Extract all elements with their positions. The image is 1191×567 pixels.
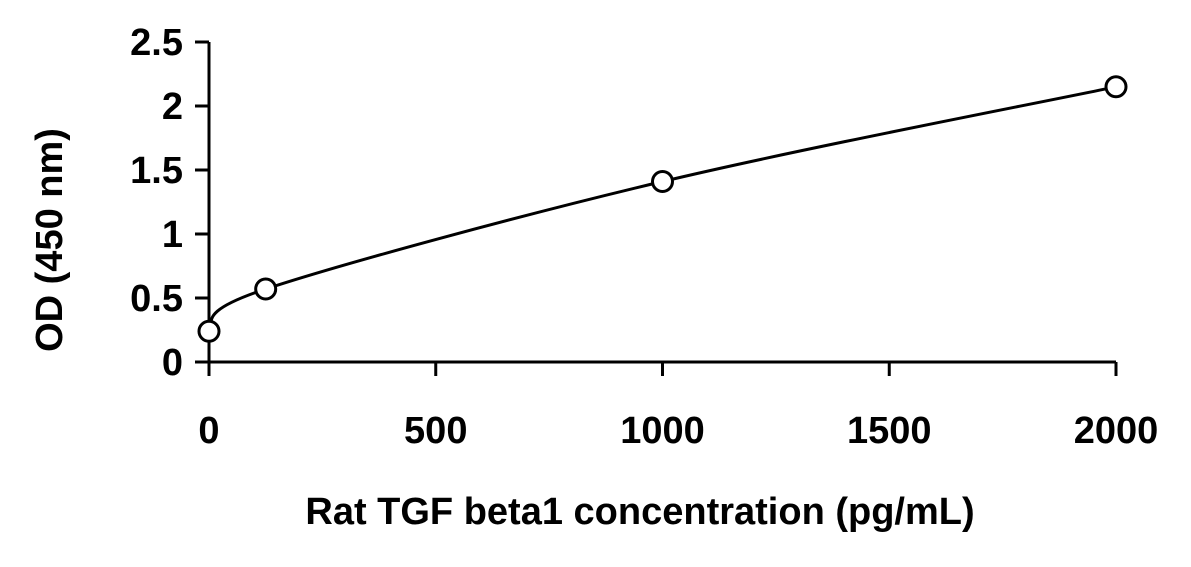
data-point [1104, 75, 1128, 99]
y-tick-label: 2 [162, 86, 183, 128]
fit-curve [207, 85, 1117, 333]
data-point [651, 170, 674, 194]
y-axis-title: OD (450 nm) [29, 128, 71, 352]
y-tick-label: 2.5 [130, 22, 183, 64]
x-tick-label: 500 [404, 410, 467, 452]
data-point [254, 277, 278, 301]
y-axis-ticks: 0 0.5 1 1.5 2 2.5 [130, 22, 209, 384]
y-tick-label: 1.5 [130, 150, 183, 192]
x-axis-title: Rat TGF beta1 concentration (pg/mL) [305, 491, 974, 533]
y-tick-label: 0.5 [130, 278, 183, 320]
data-point [197, 319, 221, 343]
data-points [197, 75, 1128, 343]
x-axis-ticks: 0 500 1000 1500 2000 [198, 362, 1158, 452]
x-tick-label: 1500 [847, 410, 932, 452]
x-tick-label: 2000 [1074, 410, 1159, 452]
x-tick-label: 0 [198, 410, 219, 452]
y-tick-label: 0 [162, 342, 183, 384]
axes [207, 42, 1116, 364]
y-tick-label: 1 [162, 214, 183, 256]
x-tick-label: 1000 [620, 410, 705, 452]
